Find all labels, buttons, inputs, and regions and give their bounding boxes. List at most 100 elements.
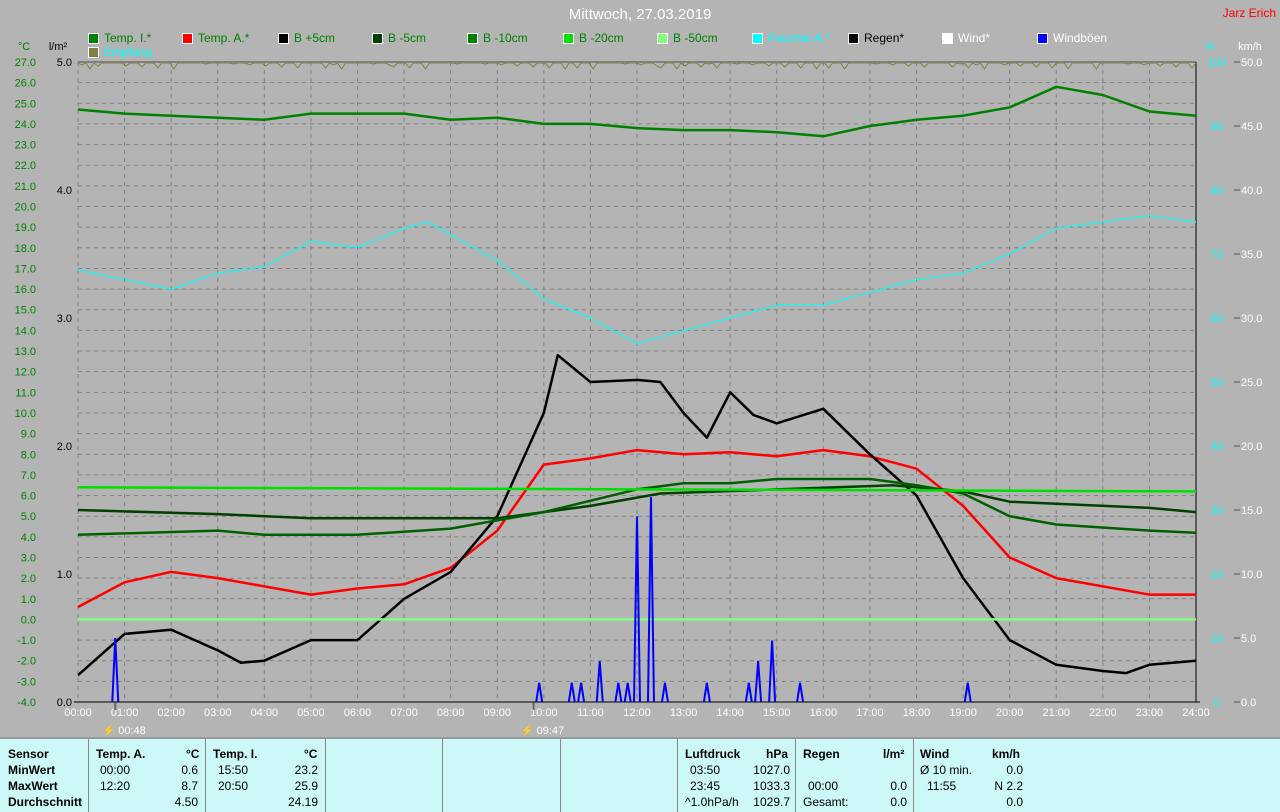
temp-tick-label: 5.0 [21, 511, 36, 523]
rain-header: Regen [803, 747, 840, 761]
temp-i-max-time: 20:50 [218, 779, 249, 793]
wind-tick-label: 10.0 [1241, 569, 1262, 581]
x-tick-label: 11:00 [577, 707, 604, 719]
rain-tick-label: 1.0 [57, 569, 72, 581]
x-tick-label: 05:00 [297, 707, 325, 719]
legend-label: Empfang [104, 45, 153, 59]
legend-label: Windböen [1053, 31, 1108, 45]
temp-i-avg: 24.19 [287, 795, 318, 809]
legend-swatch-icon [752, 32, 763, 44]
legend-item: Empfang [88, 45, 152, 59]
lightning-icon: ⚡ [521, 724, 535, 737]
wind-tick-label: 45.0 [1241, 121, 1262, 133]
legend-swatch-icon [657, 32, 668, 44]
temp-a-unit: °C [186, 747, 200, 761]
temp-i-min-time: 15:50 [218, 763, 249, 777]
temp-i-header: Temp. I. [213, 747, 258, 761]
temp-tick-label: 25.0 [15, 98, 36, 110]
series-b-5cm [77, 353, 1197, 677]
wind-tick-label: 15.0 [1241, 505, 1262, 517]
sensor-header: Sensor [8, 747, 49, 761]
rain-tick-label: 5.0 [57, 57, 72, 69]
temp-tick-label: 10.0 [15, 408, 36, 420]
wind-tick-label: 40.0 [1241, 185, 1262, 197]
pressure-max: 1033.3 [753, 779, 790, 793]
temp-a-header: Temp. A. [96, 747, 146, 761]
temp-tick-label: 19.0 [15, 222, 36, 234]
wind-max-time: 11:55 [927, 779, 957, 793]
temp-tick-label: 9.0 [21, 429, 36, 441]
temp-tick-label: 2.0 [21, 573, 36, 585]
temp-tick-label: 6.0 [21, 491, 36, 503]
temp-tick-label: 18.0 [15, 243, 36, 255]
legend-item: B -20cm [563, 31, 624, 45]
x-tick-label: 12:00 [623, 707, 651, 719]
temp-tick-label: -1.0 [17, 635, 36, 647]
wind-avg: 0.0 [1006, 763, 1023, 777]
x-tick-label: 16:00 [810, 707, 838, 719]
x-tick-label: 08:00 [437, 707, 465, 719]
humidity-tick-label: 20 [1211, 569, 1223, 581]
x-tick-label: 14:00 [716, 707, 744, 719]
wind-tick-label: 30.0 [1241, 313, 1262, 325]
wind-tick-label: 25.0 [1241, 377, 1262, 389]
humidity-tick-label: 0 [1214, 697, 1220, 709]
wind-tick-label: 5.0 [1241, 633, 1256, 645]
legend-swatch-icon [88, 46, 99, 58]
temp-tick-label: 3.0 [21, 552, 36, 564]
temp-tick-label: -3.0 [17, 676, 36, 688]
pressure-avg: 1029.7 [753, 795, 790, 809]
rain-total-label: Gesamt: [803, 795, 849, 809]
pressure-unit: hPa [766, 747, 789, 761]
x-tick-label: 13:00 [670, 707, 698, 719]
temp-tick-label: 15.0 [15, 305, 36, 317]
x-tick-label: 22:00 [1089, 707, 1117, 719]
x-tick-label: 17:00 [856, 707, 884, 719]
x-tick-label: 20:00 [996, 707, 1024, 719]
legend-item: Wind* [942, 31, 990, 45]
temp-i-unit: °C [304, 747, 318, 761]
temp-tick-label: 16.0 [15, 284, 36, 296]
legend-label: B +5cm [294, 31, 336, 45]
humidity-tick-label: 80 [1211, 185, 1223, 197]
wind-axis-label: km/h [1238, 41, 1262, 53]
legend-item: B -50cm [657, 31, 718, 45]
series-b-10cm [77, 477, 1197, 537]
wind-max: N 2.2 [994, 779, 1023, 793]
x-tick-label: 24:00 [1182, 707, 1210, 719]
temp-tick-label: 0.0 [21, 614, 36, 626]
humidity-tick-label: 90 [1211, 121, 1223, 133]
weather-chart: -4.0 -3.0 -2.0 -1.0 0.0 1.0 2.0 3.0 4.0 5.0 6.0 7.0… [15, 41, 1263, 737]
x-tick-label: 02:00 [157, 707, 185, 719]
temp-tick-label: 11.0 [15, 387, 36, 399]
legend-item: Feuchte A.* [752, 31, 830, 45]
temp-tick-label: 21.0 [15, 181, 36, 193]
humidity-tick-label: 30 [1211, 505, 1223, 517]
legend-label: Feuchte A.* [768, 31, 831, 45]
legend-swatch-icon [182, 32, 193, 44]
legend-label: B -20cm [579, 31, 624, 45]
temp-tick-label: 26.0 [15, 78, 36, 90]
legend-item: Regen* [848, 31, 904, 45]
temp-tick-label: 8.0 [21, 449, 36, 461]
legend-swatch-icon [88, 32, 99, 44]
x-tick-label: 19:00 [949, 707, 977, 719]
legend-label: Regen* [864, 31, 905, 45]
x-tick-label: 10:00 [530, 707, 558, 719]
legend-label: Wind* [958, 31, 991, 45]
x-tick-label: 03:00 [204, 707, 232, 719]
legend-item: Temp. A.* [182, 31, 249, 45]
humidity-axis-label: % [1205, 41, 1215, 53]
rain-max-time: 00:00 [808, 779, 839, 793]
series-b-20cm [77, 486, 1197, 493]
series-empfang [77, 62, 1197, 70]
temp-a-min-time: 00:00 [100, 763, 131, 777]
pressure-max-time: 23:45 [690, 779, 721, 793]
legend-swatch-icon [848, 32, 859, 44]
temp-tick-label: 24.0 [15, 119, 36, 131]
temp-i-min: 23.2 [294, 763, 318, 777]
temp-tick-label: -2.0 [17, 656, 36, 668]
temp-tick-label: 27.0 [15, 57, 36, 69]
legend-label: B -10cm [483, 31, 528, 45]
rain-axis-label: l/m² [49, 41, 68, 53]
